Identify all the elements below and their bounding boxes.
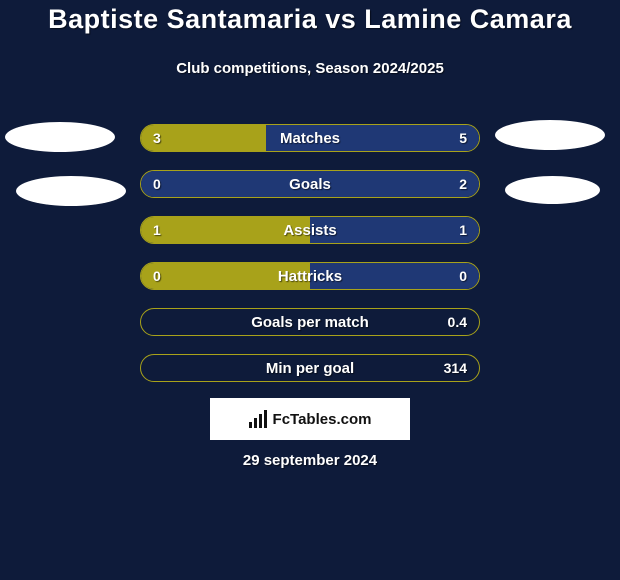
- date: 29 september 2024: [0, 452, 620, 469]
- stat-row: Assists11: [140, 216, 480, 244]
- bar-right: [310, 263, 479, 289]
- stat-label: Min per goal: [141, 360, 479, 377]
- fctables-logo: FcTables.com: [210, 398, 410, 440]
- stat-row: Goals02: [140, 170, 480, 198]
- stat-value-right: 314: [444, 360, 467, 376]
- bar-left: [141, 263, 310, 289]
- stat-row: Goals per match0.4: [140, 308, 480, 336]
- stat-value-right: 0.4: [448, 314, 467, 330]
- comparison-canvas: Baptiste Santamaria vs Lamine Camara Clu…: [0, 0, 620, 580]
- subtitle: Club competitions, Season 2024/2025: [0, 60, 620, 77]
- logo-text: FcTables.com: [273, 411, 372, 428]
- logo-bars-icon: [249, 410, 267, 428]
- stats-chart: Matches35 Goals02 Assists11 Hattricks00 Goal…: [140, 124, 480, 400]
- bar-right: [310, 217, 479, 243]
- bar-left: [141, 217, 310, 243]
- stat-label: Goals per match: [141, 314, 479, 331]
- deco-ellipse: [16, 176, 126, 206]
- deco-ellipse: [505, 176, 600, 204]
- bar-right: [266, 125, 479, 151]
- bar-right: [141, 171, 479, 197]
- deco-ellipse: [5, 122, 115, 152]
- stat-row: Matches35: [140, 124, 480, 152]
- page-title: Baptiste Santamaria vs Lamine Camara: [0, 4, 620, 35]
- stat-row: Hattricks00: [140, 262, 480, 290]
- stat-row: Min per goal314: [140, 354, 480, 382]
- deco-ellipse: [495, 120, 605, 150]
- bar-left: [141, 125, 266, 151]
